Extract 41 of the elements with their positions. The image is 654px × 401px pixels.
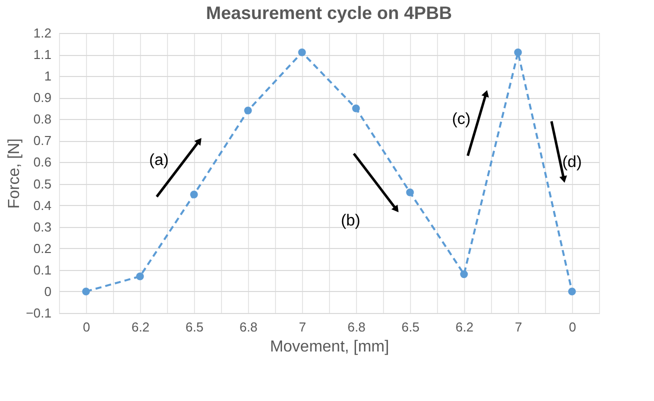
annotation: (d) xyxy=(562,154,582,172)
point xyxy=(568,288,576,296)
x-tick-label: 6.5 xyxy=(401,320,420,334)
x-tick-label: 6.8 xyxy=(347,320,366,334)
point xyxy=(244,106,252,114)
point xyxy=(136,272,144,280)
annotation: (b) xyxy=(340,212,360,230)
y-tick-label: 0.6 xyxy=(33,154,52,170)
y-tick-label: 0.1 xyxy=(33,262,52,278)
y-tick-label: −0.1 xyxy=(26,306,52,320)
x-tick-label: 7 xyxy=(298,320,306,334)
chart-title: Measurement cycle on 4PBB xyxy=(206,3,452,23)
x-tick-label: 6.2 xyxy=(131,320,150,334)
y-tick-label: 0.8 xyxy=(33,112,52,127)
x-tick-label: 6.2 xyxy=(455,320,474,334)
point xyxy=(298,48,306,56)
annotation: (a) xyxy=(149,152,169,170)
x-axis-title: Movement, [mm] xyxy=(270,338,390,356)
point xyxy=(460,270,468,278)
x-tick-label: 0 xyxy=(82,320,90,334)
y-tick-label: 0.2 xyxy=(33,240,52,256)
point xyxy=(190,190,198,198)
point xyxy=(406,188,414,196)
y-tick-label: 0.9 xyxy=(33,90,52,106)
y-tick-label: 0.4 xyxy=(33,198,52,213)
y-tick-label: 0.5 xyxy=(33,176,52,192)
x-tick-label: 6.8 xyxy=(239,320,258,334)
annotation: (c) xyxy=(452,111,471,128)
point xyxy=(82,288,90,296)
y-tick-label: 1.2 xyxy=(33,26,52,40)
x-tick-label: 7 xyxy=(514,320,522,334)
y-tick-label: 0.3 xyxy=(33,219,52,234)
y-tick-label: 1 xyxy=(44,68,52,84)
point xyxy=(352,104,360,112)
y-tick-label: 0.7 xyxy=(33,133,52,148)
point xyxy=(514,48,522,56)
y-axis-title: Force, [N] xyxy=(6,138,23,209)
y-tick-label: 1.1 xyxy=(33,47,52,62)
y-tick-label: 0 xyxy=(44,284,52,299)
x-tick-label: 0 xyxy=(568,320,576,334)
x-tick-label: 6.5 xyxy=(185,320,204,334)
